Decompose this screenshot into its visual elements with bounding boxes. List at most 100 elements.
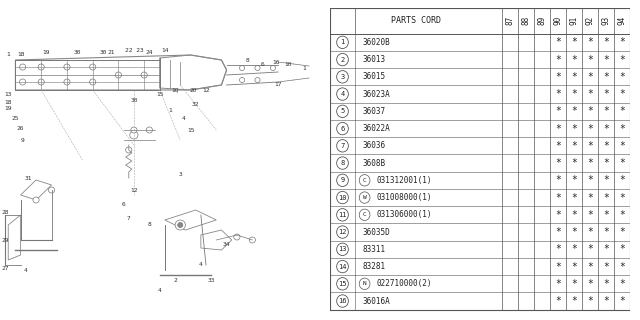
Text: *: * bbox=[619, 72, 625, 82]
Text: *: * bbox=[571, 141, 577, 151]
Text: 19: 19 bbox=[4, 106, 12, 110]
Text: *: * bbox=[555, 89, 561, 99]
Text: 2: 2 bbox=[340, 57, 345, 63]
Text: *: * bbox=[555, 37, 561, 47]
Text: *: * bbox=[571, 261, 577, 272]
Circle shape bbox=[49, 187, 54, 193]
Circle shape bbox=[131, 127, 137, 133]
Text: C: C bbox=[363, 212, 367, 217]
Text: *: * bbox=[555, 72, 561, 82]
Text: *: * bbox=[619, 261, 625, 272]
Text: *: * bbox=[603, 279, 609, 289]
Text: 12: 12 bbox=[202, 87, 210, 92]
Circle shape bbox=[147, 127, 152, 133]
Text: 17: 17 bbox=[275, 83, 282, 87]
Text: 87: 87 bbox=[506, 16, 515, 25]
Text: *: * bbox=[619, 279, 625, 289]
Text: *: * bbox=[603, 89, 609, 99]
Text: 36023A: 36023A bbox=[363, 90, 390, 99]
Text: 16: 16 bbox=[339, 298, 347, 304]
Text: *: * bbox=[587, 158, 593, 168]
Text: 36037: 36037 bbox=[363, 107, 386, 116]
Text: *: * bbox=[603, 124, 609, 133]
Circle shape bbox=[255, 66, 260, 70]
Text: 4: 4 bbox=[24, 268, 28, 273]
Text: *: * bbox=[603, 175, 609, 185]
Text: 6: 6 bbox=[260, 62, 264, 68]
Text: *: * bbox=[571, 175, 577, 185]
Text: W: W bbox=[363, 195, 367, 200]
Text: 031008000(1): 031008000(1) bbox=[376, 193, 432, 202]
Text: *: * bbox=[555, 55, 561, 65]
Text: *: * bbox=[619, 193, 625, 203]
Text: *: * bbox=[555, 141, 561, 151]
Text: 1: 1 bbox=[168, 108, 172, 113]
Text: *: * bbox=[603, 296, 609, 306]
Text: N: N bbox=[363, 281, 367, 286]
Text: *: * bbox=[587, 106, 593, 116]
Text: 3608B: 3608B bbox=[363, 159, 386, 168]
Text: 15: 15 bbox=[156, 92, 163, 98]
Text: 11: 11 bbox=[339, 212, 347, 218]
Text: *: * bbox=[619, 55, 625, 65]
Text: *: * bbox=[571, 227, 577, 237]
Circle shape bbox=[239, 66, 244, 70]
Text: *: * bbox=[571, 210, 577, 220]
Text: *: * bbox=[555, 279, 561, 289]
Text: *: * bbox=[619, 141, 625, 151]
Text: 83281: 83281 bbox=[363, 262, 386, 271]
Text: 36035D: 36035D bbox=[363, 228, 390, 236]
Text: *: * bbox=[555, 175, 561, 185]
Text: 24: 24 bbox=[146, 50, 153, 54]
Text: *: * bbox=[555, 261, 561, 272]
Text: *: * bbox=[603, 55, 609, 65]
Text: *: * bbox=[587, 193, 593, 203]
Text: 30: 30 bbox=[74, 50, 81, 54]
Text: 88: 88 bbox=[522, 16, 531, 25]
Text: 31: 31 bbox=[25, 175, 33, 180]
Text: 4: 4 bbox=[199, 262, 203, 268]
Text: *: * bbox=[571, 37, 577, 47]
Text: 4: 4 bbox=[340, 91, 345, 97]
Text: *: * bbox=[571, 89, 577, 99]
Text: *: * bbox=[571, 72, 577, 82]
Text: 36022A: 36022A bbox=[363, 124, 390, 133]
Text: PARTS CORD: PARTS CORD bbox=[391, 16, 441, 25]
Text: 8: 8 bbox=[147, 222, 151, 228]
Text: 36015: 36015 bbox=[363, 72, 386, 81]
Text: 022710000(2): 022710000(2) bbox=[376, 279, 432, 288]
Text: *: * bbox=[619, 210, 625, 220]
Text: 26: 26 bbox=[17, 125, 24, 131]
Circle shape bbox=[175, 220, 186, 230]
Text: C: C bbox=[363, 178, 367, 183]
Text: *: * bbox=[587, 296, 593, 306]
Text: *: * bbox=[603, 158, 609, 168]
Text: 28: 28 bbox=[1, 210, 9, 214]
Text: 9: 9 bbox=[340, 177, 345, 183]
Text: *: * bbox=[619, 227, 625, 237]
Text: *: * bbox=[603, 244, 609, 254]
Text: 13: 13 bbox=[339, 246, 347, 252]
Circle shape bbox=[20, 79, 26, 85]
Circle shape bbox=[20, 64, 26, 70]
Text: 21: 21 bbox=[108, 50, 115, 54]
Text: 36016A: 36016A bbox=[363, 297, 390, 306]
Text: *: * bbox=[587, 175, 593, 185]
Circle shape bbox=[90, 64, 96, 70]
Text: 3: 3 bbox=[179, 172, 182, 178]
Text: *: * bbox=[587, 37, 593, 47]
Text: *: * bbox=[603, 106, 609, 116]
Circle shape bbox=[33, 197, 39, 203]
Circle shape bbox=[38, 79, 44, 85]
Text: *: * bbox=[571, 279, 577, 289]
Text: *: * bbox=[603, 72, 609, 82]
Text: 19: 19 bbox=[43, 50, 50, 54]
Text: *: * bbox=[587, 72, 593, 82]
Text: *: * bbox=[555, 158, 561, 168]
Text: 33: 33 bbox=[207, 277, 215, 283]
Text: *: * bbox=[587, 227, 593, 237]
Text: 16: 16 bbox=[272, 60, 280, 65]
Text: *: * bbox=[619, 106, 625, 116]
Text: 90: 90 bbox=[554, 16, 563, 25]
Text: 29: 29 bbox=[1, 237, 9, 243]
